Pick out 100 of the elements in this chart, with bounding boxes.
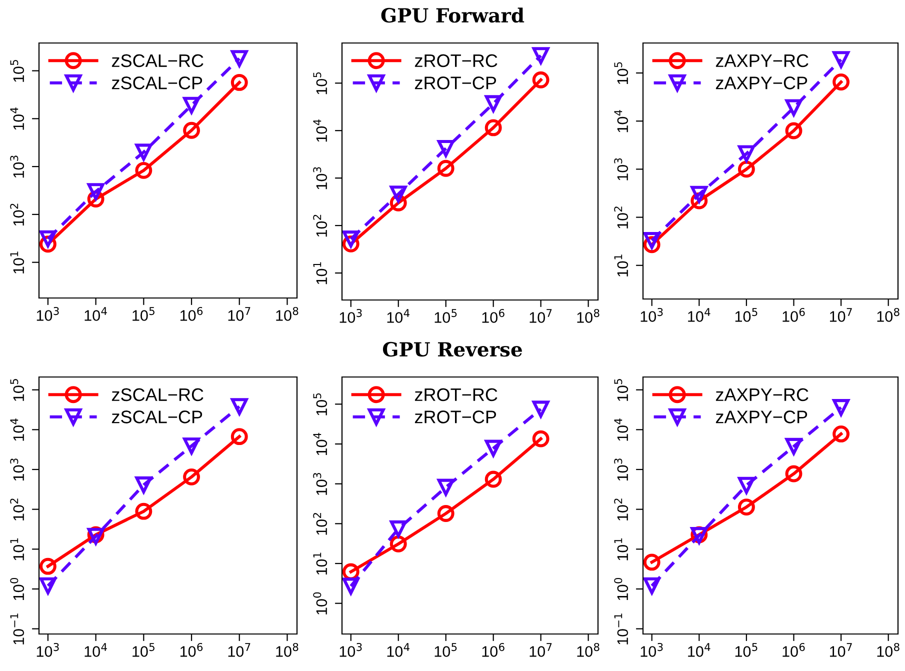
legend-label: zROT−CP [414, 410, 496, 424]
x-tick-label: 10$^{5}$ [735, 308, 758, 322]
x-tick-label: 10$^{7}$ [228, 307, 250, 321]
point [532, 47, 550, 64]
x-tick-label: 10$^{5}$ [132, 307, 154, 321]
chart-title: GPU Reverse [382, 342, 522, 357]
point [484, 95, 502, 112]
x-tick-label: 10$^{4}$ [84, 643, 107, 657]
point [832, 74, 850, 90]
x-tick-label: 10$^{5}$ [132, 643, 154, 657]
point [832, 51, 850, 68]
point [342, 230, 360, 248]
point [643, 232, 660, 249]
point [230, 428, 248, 446]
point [183, 122, 200, 139]
x-tick-label: 10$^{6}$ [482, 308, 504, 323]
y-tick-label: 10$^{3}$ [313, 472, 328, 495]
x-tick-label: 10$^{4}$ [387, 643, 410, 657]
y-tick-label: 10$^{4}$ [10, 108, 24, 130]
y-tick-label: 10$^{3}$ [614, 458, 628, 481]
y-tick-label: 10$^{0}$ [614, 578, 628, 600]
point [690, 186, 708, 203]
x-tick-label: 10$^{6}$ [482, 642, 504, 657]
x-tick-label: 10$^{8}$ [276, 306, 298, 321]
x-tick-label: 10$^{6}$ [782, 308, 805, 322]
point [437, 505, 454, 522]
point [437, 160, 454, 177]
y-tick-label: 10$^{5}$ [313, 72, 328, 94]
legend-label: zAXPY−RC [716, 54, 808, 68]
legend-label: zROT−RC [414, 388, 498, 402]
x-tick-label: 10$^{3}$ [640, 642, 663, 657]
x-tick-label: 10$^{4}$ [688, 643, 710, 657]
point [39, 558, 56, 575]
legend-label: zROT−CP [414, 76, 496, 90]
x-tick-label: 10$^{8}$ [276, 642, 298, 657]
x-tick-label: 10$^{3}$ [340, 308, 362, 323]
legend-label: zSCAL−RC [112, 388, 204, 402]
point [135, 502, 152, 520]
x-tick-label: 10$^{8}$ [577, 642, 600, 657]
point [183, 468, 200, 486]
point [738, 145, 755, 162]
y-tick-label: 10$^{2}$ [10, 204, 24, 226]
point [532, 430, 550, 448]
legend-label: zSCAL−CP [112, 76, 202, 90]
y-tick-label: 10$^{3}$ [10, 458, 24, 481]
point [39, 230, 56, 248]
x-tick-label: 10$^{5}$ [434, 309, 457, 323]
point [437, 478, 454, 496]
point [832, 399, 850, 416]
x-tick-label: 10$^{5}$ [434, 643, 457, 657]
y-tick-label: 10$^{5}$ [10, 379, 24, 401]
y-tick-label: 10$^{4}$ [614, 110, 628, 132]
x-tick-label: 10$^{7}$ [830, 643, 852, 657]
point [390, 186, 407, 203]
y-tick-label: 10$^{2}$ [313, 513, 328, 535]
x-tick-label: 10$^{6}$ [180, 642, 203, 657]
y-tick-label: 10$^{4}$ [313, 119, 328, 142]
point [230, 74, 248, 91]
point [738, 476, 755, 494]
point [785, 465, 802, 482]
x-tick-label: 10$^{4}$ [688, 308, 710, 322]
y-tick-label: 10$^{−1}$ [614, 614, 628, 644]
point [39, 577, 56, 594]
point [135, 144, 152, 161]
y-tick-label: 10$^{3}$ [10, 156, 24, 178]
point [643, 577, 660, 594]
point [484, 119, 502, 136]
x-tick-label: 10$^{7}$ [530, 309, 552, 323]
y-tick-label: 10$^{2}$ [614, 206, 628, 228]
y-tick-label: 10$^{2}$ [614, 498, 628, 520]
y-tick-label: 10$^{1}$ [614, 538, 628, 560]
point [390, 535, 407, 552]
x-tick-label: 10$^{3}$ [340, 642, 362, 657]
y-tick-label: 10$^{1}$ [614, 254, 628, 276]
point [832, 425, 850, 442]
y-tick-label: 10$^{2}$ [313, 214, 328, 237]
x-tick-label: 10$^{5}$ [735, 643, 758, 657]
y-tick-label: 10$^{1}$ [313, 552, 328, 575]
y-tick-label: 10$^{4}$ [313, 432, 328, 456]
point [643, 554, 660, 571]
x-tick-label: 10$^{4}$ [84, 307, 107, 321]
y-tick-label: 10$^{1}$ [10, 538, 24, 560]
x-tick-label: 10$^{7}$ [530, 643, 552, 657]
point [390, 520, 407, 538]
point [183, 96, 200, 114]
legend-label: zAXPY−CP [716, 410, 808, 424]
y-tick-label: 10$^{5}$ [614, 62, 628, 84]
y-tick-label: 10$^{−1}$ [10, 614, 24, 644]
chart-title: GPU Forward [381, 8, 524, 23]
legend-label: zAXPY−CP [716, 76, 808, 90]
point [532, 71, 550, 88]
y-tick-label: 10$^{4}$ [10, 418, 24, 441]
legend-label: zROT−RC [414, 54, 498, 68]
point [183, 437, 200, 454]
y-tick-label: 10$^{3}$ [614, 158, 628, 180]
point [484, 440, 502, 457]
y-tick-label: 10$^{5}$ [614, 379, 628, 401]
legend-label: zSCAL−RC [112, 54, 204, 68]
x-tick-label: 10$^{8}$ [877, 308, 900, 322]
point [437, 140, 454, 157]
